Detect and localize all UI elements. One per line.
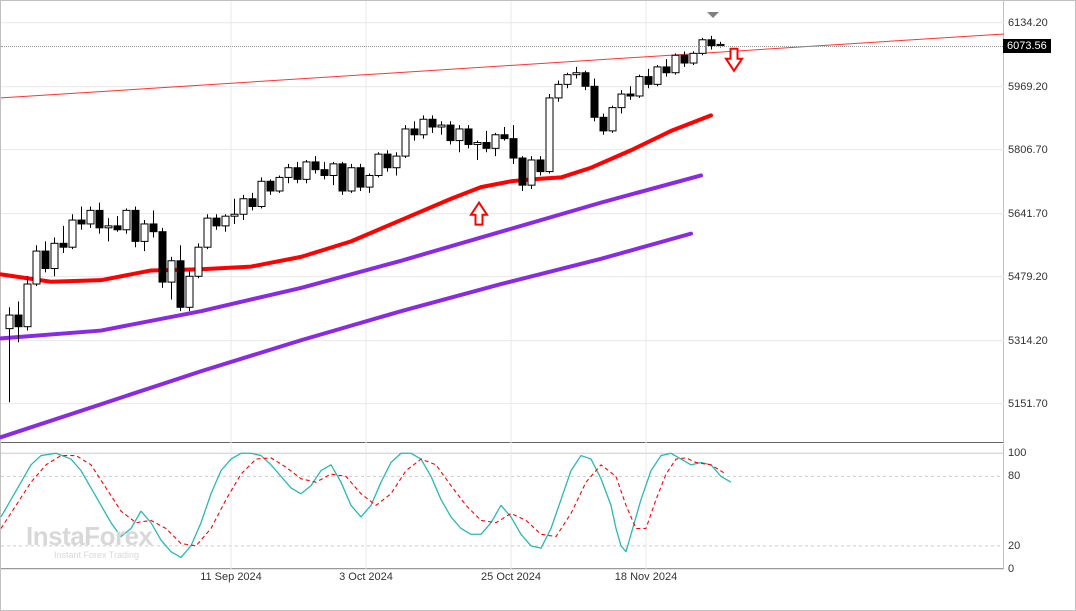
current-price-line	[1, 46, 1003, 47]
watermark-brand: InstaForex	[26, 521, 153, 551]
x-tick-label: 3 Oct 2024	[339, 571, 393, 583]
x-axis: 11 Sep 2024 3 Oct 2024 25 Oct 2024 18 Nov 2…	[1, 568, 1004, 610]
current-price-label: 6073.56	[1003, 39, 1051, 53]
y-tick-label: 5479.20	[1008, 271, 1048, 283]
indicator-tick-label: 20	[1008, 540, 1020, 552]
watermark: InstaForex Instant Forex Trading	[26, 521, 153, 560]
indicator-tick-label: 100	[1008, 447, 1026, 459]
main-chart-svg	[1, 1, 1003, 442]
main-price-panel[interactable]	[1, 1, 1004, 443]
y-tick-label: 6134.20	[1008, 17, 1048, 29]
x-tick-label: 25 Oct 2024	[481, 571, 541, 583]
x-tick-label: 18 Nov 2024	[615, 571, 677, 583]
indicator-tick-label: 0	[1008, 563, 1014, 575]
y-tick-label: 5969.20	[1008, 81, 1048, 93]
indicator-tick-label: 80	[1008, 470, 1020, 482]
watermark-tagline: Instant Forex Trading	[54, 550, 153, 560]
y-tick-label: 5806.70	[1008, 144, 1048, 156]
y-axis-main: 6073.56 5151.70 5314.20 5479.20 5641.70 5806…	[1003, 1, 1075, 443]
chart-container: 6073.56 5151.70 5314.20 5479.20 5641.70 5806…	[0, 0, 1076, 611]
y-tick-label: 5151.70	[1008, 398, 1048, 410]
y-tick-label: 5314.20	[1008, 335, 1048, 347]
y-axis-indicator: 02080100	[1003, 444, 1075, 569]
y-tick-label: 5641.70	[1008, 208, 1048, 220]
dropdown-marker-icon	[707, 12, 719, 18]
x-tick-label: 11 Sep 2024	[200, 571, 262, 583]
